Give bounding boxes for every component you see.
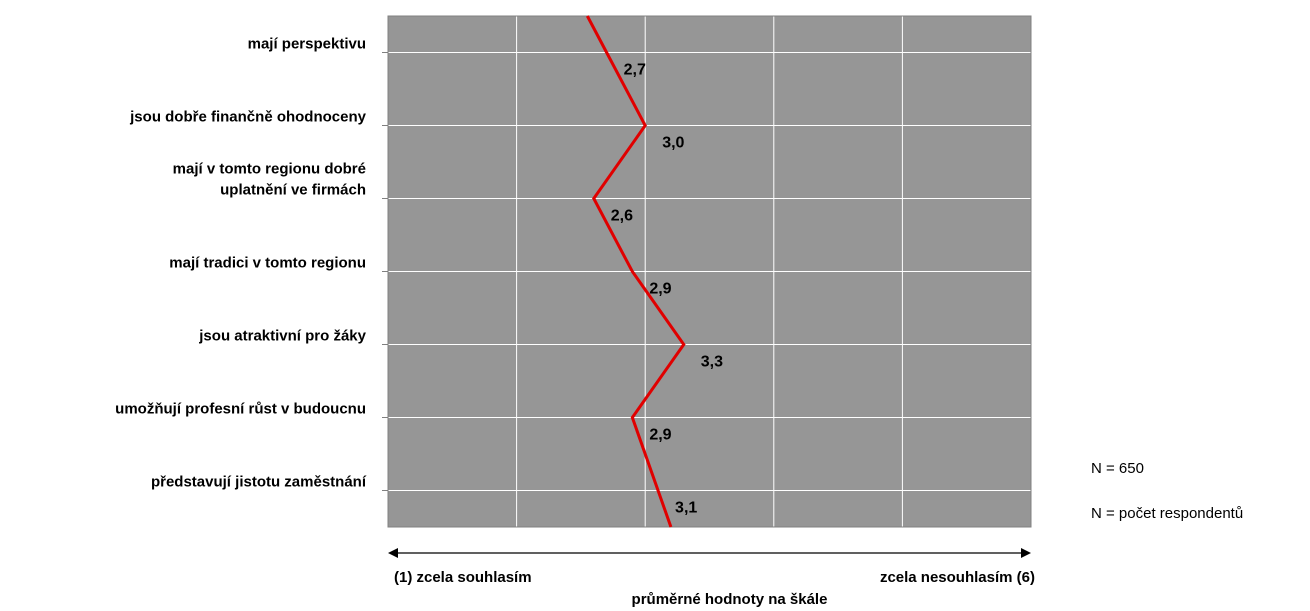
category-label: mají perspektivu xyxy=(248,36,366,53)
data-label: 3,3 xyxy=(701,354,723,371)
category-label: představují jistotu zaměstnání xyxy=(151,474,367,491)
category-label: mají tradici v tomto regionu xyxy=(169,255,366,272)
data-label: 2,9 xyxy=(649,427,671,444)
sample-size-note: N = 650 xyxy=(1091,460,1144,477)
scale-arrow-left-head xyxy=(388,548,398,558)
data-label: 2,7 xyxy=(624,62,646,79)
scale-right-label: zcela nesouhlasím (6) xyxy=(880,569,1035,586)
scale-left-label: (1) zcela souhlasím xyxy=(394,569,532,586)
category-label: mají v tomto regionu dobré xyxy=(173,161,366,178)
data-label: 2,6 xyxy=(611,208,633,225)
category-label: uplatnění ve firmách xyxy=(220,182,366,199)
sample-size-definition: N = počet respondentů xyxy=(1091,505,1244,522)
category-label: jsou dobře finančně ohodnoceny xyxy=(129,109,367,126)
scale-arrow-right-head xyxy=(1021,548,1031,558)
data-label: 2,9 xyxy=(649,281,671,298)
x-axis-title: průměrné hodnoty na škále xyxy=(632,591,828,608)
data-label: 3,0 xyxy=(662,135,684,152)
category-label: umožňují profesní růst v budoucnu xyxy=(115,401,366,418)
data-label: 3,1 xyxy=(675,500,697,517)
category-label: jsou atraktivní pro žáky xyxy=(198,328,366,345)
